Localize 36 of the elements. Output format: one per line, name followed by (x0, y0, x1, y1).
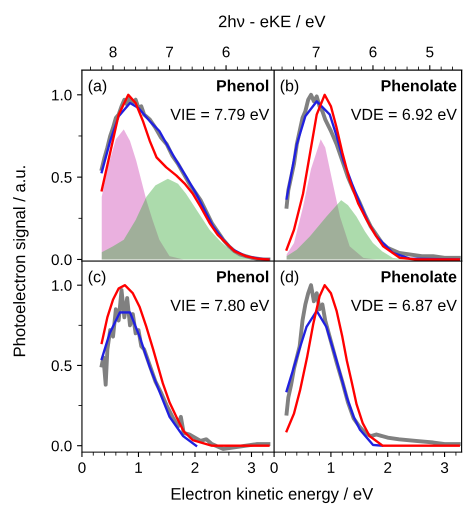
x-axis-title: Electron kinetic energy / eV (172, 488, 374, 504)
annotation: VIE = 7.79 eV (170, 108, 270, 120)
x2-tick-label: 6 (222, 46, 230, 58)
x-tick-label: 1 (328, 462, 334, 473)
annotation: VIE = 7.80 eV (170, 300, 270, 312)
y-tick-label: 0.0 (52, 254, 72, 266)
y-tick-label: 0.5 (52, 360, 72, 372)
x2-tick-label: 7 (166, 46, 174, 58)
annotation: (d) (280, 270, 298, 286)
x-tick-label: 2 (192, 462, 198, 473)
x-tick-label: 0 (78, 462, 86, 474)
annotation: (a) (88, 80, 106, 95)
x2-tick-label: 5 (426, 46, 434, 58)
y-axis-title: Photoelectron signal / a.u. (13, 166, 29, 356)
x2-tick-label: 7 (312, 46, 320, 58)
annotation: Phenolate (382, 270, 456, 282)
y-tick-label: 0.5 (52, 172, 72, 183)
annotation: Phenol (217, 270, 268, 282)
x2-tick-label: 6 (369, 46, 377, 58)
x2-axis-title: 2hν - eKE / eV (218, 15, 326, 28)
y-tick-label: 1.0 (52, 280, 72, 291)
line-series (100, 311, 198, 447)
x-tick-label: 3 (440, 462, 448, 474)
annotation: Phenolate (382, 80, 456, 92)
x-tick-label: 3 (248, 462, 256, 474)
y-tick-label: 1.0 (52, 90, 72, 100)
annotation: Phenol (217, 80, 268, 92)
x-tick-label: 1 (135, 462, 142, 473)
x2-tick-label: 8 (109, 46, 117, 58)
y-tick-label: 0.0 (52, 440, 72, 452)
x-tick-label: 0 (270, 462, 278, 474)
annotation: (c) (88, 270, 106, 286)
x-tick-label: 2 (384, 462, 392, 473)
annotation: VDE = 6.87 eV (350, 300, 457, 312)
annotation: VDE = 6.92 eV (350, 108, 457, 120)
annotation: (b) (280, 80, 298, 95)
